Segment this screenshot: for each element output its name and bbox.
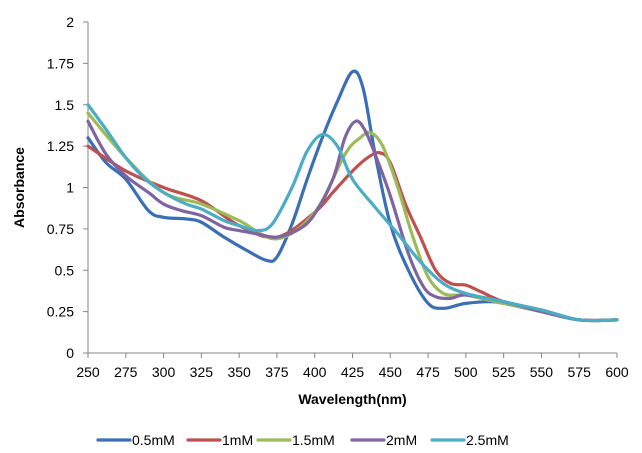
series-lines — [86, 69, 619, 323]
y-tick-label: 1.75 — [47, 55, 74, 71]
x-tick-label: 525 — [492, 364, 516, 380]
legend-label-1mM: 1mM — [222, 432, 253, 448]
y-tick-label: 1.5 — [55, 97, 75, 113]
x-tick-label: 350 — [227, 364, 251, 380]
series-line-0.5mM — [86, 69, 619, 323]
legend-label-0.5mM: 0.5mM — [132, 432, 175, 448]
y-tick-labels: 0 0.25 0.5 0.75 1 1.25 1.5 1.75 2 — [47, 14, 88, 361]
y-tick-label: 0.5 — [55, 262, 75, 278]
x-tick-label: 550 — [530, 364, 554, 380]
x-tick-label: 425 — [341, 364, 365, 380]
series-line-2mM — [86, 119, 619, 323]
x-tick-labels: 250 275 300 325 350 375 400 425 450 475 500 525 550 5… — [76, 353, 629, 380]
x-tick-label: 400 — [303, 364, 327, 380]
x-tick-label: 575 — [568, 364, 592, 380]
x-axis-title: Wavelength(nm) — [298, 391, 406, 407]
series-line-1mM — [86, 144, 619, 323]
x-tick-label: 375 — [265, 364, 289, 380]
series-line-2.5mM — [86, 103, 619, 323]
y-tick-label: 0.75 — [47, 221, 74, 237]
y-tick-label: 0 — [66, 345, 74, 361]
y-tick-label: 1.25 — [47, 138, 74, 154]
x-tick-label: 450 — [379, 364, 403, 380]
x-tick-label: 300 — [152, 364, 176, 380]
x-tick-label: 500 — [454, 364, 478, 380]
x-tick-label: 600 — [605, 364, 629, 380]
legend-label-1.5mM: 1.5mM — [292, 432, 335, 448]
legend: 0.5mM 1mM 1.5mM 2mM 2.5mM — [96, 432, 509, 448]
legend-label-2mM: 2mM — [386, 432, 417, 448]
y-tick-label: 1 — [66, 180, 74, 196]
y-tick-label: 2 — [66, 14, 74, 30]
y-tick-label: 0.25 — [47, 304, 74, 320]
y-axis-title: Absorbance — [11, 147, 27, 228]
x-tick-label: 475 — [416, 364, 440, 380]
x-tick-label: 275 — [114, 364, 138, 380]
x-tick-label: 250 — [76, 364, 100, 380]
x-tick-label: 325 — [190, 364, 214, 380]
legend-label-2.5mM: 2.5mM — [466, 432, 509, 448]
